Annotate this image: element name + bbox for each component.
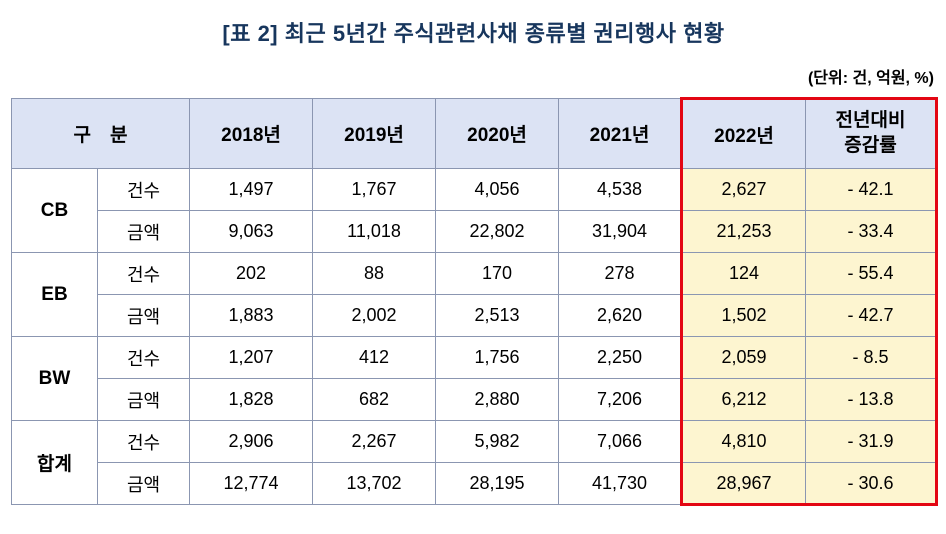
cell-value-2022: 2,059 [680, 336, 806, 379]
table-row-total-count: 합계 건수 2,906 2,267 5,982 7,066 4,810 - 31… [11, 420, 938, 505]
metric-label: 금액 [97, 462, 190, 505]
cell-value: 202 [189, 252, 313, 295]
header-gubun: 구 분 [11, 98, 190, 169]
table-row-bw-count: BW 건수 1,207 412 1,756 2,250 2,059 - 8.5 [11, 336, 938, 421]
cell-value: 1,207 [189, 336, 313, 379]
cell-value-2022: 28,967 [680, 462, 806, 506]
cell-value: 11,018 [312, 210, 436, 253]
table-row-total-amount: 금액 12,774 13,702 28,195 41,730 28,967 - … [12, 462, 938, 506]
cell-value: 7,066 [558, 420, 682, 463]
cell-value-2022: 4,810 [680, 420, 806, 463]
table-row-cb-amount: 금액 9,063 11,018 22,802 31,904 21,253 - 3… [12, 210, 938, 253]
row-group-bw: BW [11, 336, 98, 421]
metric-label: 금액 [97, 378, 190, 421]
cell-value: 22,802 [435, 210, 559, 253]
cell-value: 13,702 [312, 462, 436, 505]
cell-value-yoy: - 55.4 [805, 252, 938, 295]
cell-value: 28,195 [435, 462, 559, 505]
cell-value: 2,267 [312, 420, 436, 463]
row-group-cb: CB [11, 168, 98, 253]
metric-label: 건수 [97, 336, 190, 379]
cell-value-yoy: - 30.6 [805, 462, 938, 506]
header-2021: 2021년 [558, 98, 682, 169]
header-row: 구 분 2018년 2019년 2020년 2021년 2022년 전년대비 증… [11, 97, 938, 169]
cell-value: 12,774 [189, 462, 313, 505]
cell-value-yoy: - 31.9 [805, 420, 938, 463]
table-row-eb-amount: 금액 1,883 2,002 2,513 2,620 1,502 - 42.7 [12, 294, 938, 337]
cell-value-yoy: - 33.4 [805, 210, 938, 253]
cell-value-2022: 6,212 [680, 378, 806, 421]
cell-value: 88 [312, 252, 436, 295]
metric-label: 건수 [97, 168, 190, 211]
cell-value: 2,250 [558, 336, 682, 379]
cell-value: 1,497 [189, 168, 313, 211]
cell-value: 2,880 [435, 378, 559, 421]
cell-value: 31,904 [558, 210, 682, 253]
row-group-eb: EB [11, 252, 98, 337]
header-2022: 2022년 [680, 97, 806, 169]
cell-value: 412 [312, 336, 436, 379]
cell-value: 41,730 [558, 462, 682, 505]
header-yoy-change: 전년대비 증감률 [805, 97, 938, 169]
cell-value: 1,756 [435, 336, 559, 379]
metric-label: 건수 [97, 420, 190, 463]
cell-value: 4,538 [558, 168, 682, 211]
cell-value: 7,206 [558, 378, 682, 421]
metric-label: 금액 [97, 210, 190, 253]
row-group-total: 합계 [11, 420, 98, 505]
cell-value: 2,620 [558, 294, 682, 337]
rights-exercise-table: 구 분 2018년 2019년 2020년 2021년 2022년 전년대비 증… [11, 97, 938, 506]
cell-value: 1,767 [312, 168, 436, 211]
cell-value: 1,883 [189, 294, 313, 337]
table-row-cb-count: CB 건수 1,497 1,767 4,056 4,538 2,627 - 42… [11, 168, 938, 253]
cell-value-yoy: - 42.7 [805, 294, 938, 337]
cell-value: 4,056 [435, 168, 559, 211]
cell-value: 5,982 [435, 420, 559, 463]
cell-value-2022: 1,502 [680, 294, 806, 337]
cell-value-yoy: - 8.5 [805, 336, 938, 379]
cell-value: 2,513 [435, 294, 559, 337]
cell-value-yoy: - 13.8 [805, 378, 938, 421]
header-2019: 2019년 [312, 98, 436, 169]
metric-label: 금액 [97, 294, 190, 337]
metric-label: 건수 [97, 252, 190, 295]
table-row-bw-amount: 금액 1,828 682 2,880 7,206 6,212 - 13.8 [12, 378, 938, 421]
table-row-eb-count: EB 건수 202 88 170 278 124 - 55.4 [11, 252, 938, 337]
cell-value: 1,828 [189, 378, 313, 421]
page: [표 2] 최근 5년간 주식관련사채 종류별 권리행사 현황 (단위: 건, … [11, 21, 938, 506]
cell-value: 170 [435, 252, 559, 295]
cell-value-2022: 124 [680, 252, 806, 295]
header-2018: 2018년 [189, 98, 313, 169]
cell-value-2022: 2,627 [680, 168, 806, 211]
header-2020: 2020년 [435, 98, 559, 169]
page-title: [표 2] 최근 5년간 주식관련사채 종류별 권리행사 현황 [222, 21, 725, 46]
cell-value: 278 [558, 252, 682, 295]
cell-value: 2,906 [189, 420, 313, 463]
cell-value: 2,002 [312, 294, 436, 337]
cell-value: 682 [312, 378, 436, 421]
cell-value-2022: 21,253 [680, 210, 806, 253]
cell-value: 9,063 [189, 210, 313, 253]
cell-value-yoy: - 42.1 [805, 168, 938, 211]
unit-note: (단위: 건, 억원, %) [807, 70, 934, 87]
